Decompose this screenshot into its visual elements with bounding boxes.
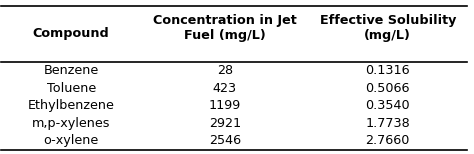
- Text: 28: 28: [217, 64, 233, 77]
- Text: 1199: 1199: [209, 99, 241, 112]
- Text: 0.1316: 0.1316: [365, 64, 410, 77]
- Text: 0.5066: 0.5066: [365, 82, 410, 95]
- Text: 2921: 2921: [209, 117, 241, 130]
- Text: Benzene: Benzene: [44, 64, 99, 77]
- Text: 0.3540: 0.3540: [365, 99, 410, 112]
- Text: 2546: 2546: [209, 134, 241, 147]
- Text: m,p-xylenes: m,p-xylenes: [32, 117, 110, 130]
- Text: 2.7660: 2.7660: [365, 134, 410, 147]
- Text: Compound: Compound: [33, 27, 109, 40]
- Text: Toluene: Toluene: [46, 82, 96, 95]
- Text: 423: 423: [213, 82, 237, 95]
- Text: Effective Solubility
(mg/L): Effective Solubility (mg/L): [319, 14, 456, 42]
- Text: o-xylene: o-xylene: [44, 134, 99, 147]
- Text: Concentration in Jet
Fuel (mg/L): Concentration in Jet Fuel (mg/L): [153, 14, 297, 42]
- Text: Ethylbenzene: Ethylbenzene: [28, 99, 115, 112]
- Text: 1.7738: 1.7738: [365, 117, 410, 130]
